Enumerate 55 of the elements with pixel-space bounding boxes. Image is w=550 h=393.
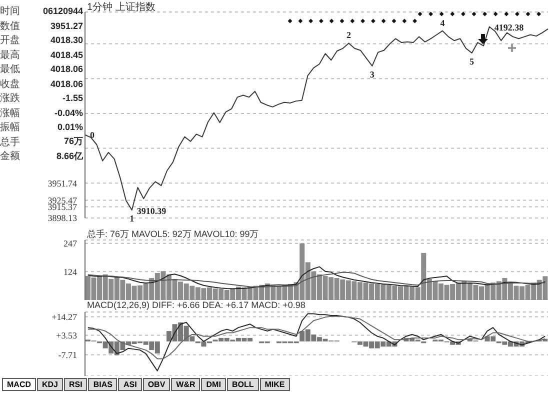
- text: OBV: [142, 378, 170, 391]
- text: 最高: [0, 48, 20, 62]
- text: MACD: [2, 378, 36, 391]
- text: 0.01%: [57, 122, 83, 132]
- text: BIAS: [88, 378, 118, 391]
- line-series: [87, 272, 546, 288]
- text: 时间: [0, 4, 20, 18]
- line-series: [87, 266, 546, 290]
- line-series: [87, 313, 546, 372]
- text: 涨跌: [0, 92, 20, 106]
- chart-title: MACD(12,26,9) DIFF: +6.66 DEA: +6.17 MACD: +0.98: [87, 300, 306, 310]
- text: 总手: [0, 136, 20, 149]
- chart-title: 总手: 76万 MAVOL5: 92万 MAVOL10: 99万: [87, 228, 259, 241]
- y-tick-label: -7.71: [58, 350, 77, 360]
- text: -1.55: [62, 93, 83, 104]
- text: 金额: [0, 150, 20, 164]
- text: 06120944: [42, 6, 83, 16]
- text: 开盘: [0, 34, 20, 48]
- text: BOLL: [226, 378, 259, 391]
- y-tick-label: 247: [64, 238, 78, 249]
- text: 数值: [0, 20, 20, 33]
- annotation: 3: [370, 69, 375, 80]
- annotation: 4: [440, 18, 446, 28]
- text: ASI: [118, 378, 142, 391]
- annotation: 1: [130, 213, 135, 224]
- y-tick-label: 3925.47: [48, 195, 78, 206]
- y-tick-label: +14.27: [52, 312, 78, 322]
- text: 4018.06: [50, 64, 83, 74]
- line-series: [87, 316, 546, 360]
- annotation: 0: [90, 130, 95, 140]
- text: DMI: [201, 378, 226, 391]
- text: 4018.06: [50, 78, 83, 89]
- text: KDJ: [37, 378, 64, 391]
- text: 收盘: [0, 78, 20, 91]
- text: 涨幅: [0, 106, 20, 120]
- y-tick-label: 3951.74: [48, 178, 78, 188]
- annotation: 2: [346, 30, 352, 40]
- text: -0.04%: [54, 108, 83, 118]
- y-tick-label: 3898.13: [48, 213, 78, 224]
- y-tick-label: 124: [64, 266, 78, 277]
- text: 振幅: [0, 121, 20, 134]
- y-tick-label: +3.53: [56, 330, 78, 340]
- text: MIKE: [260, 378, 290, 391]
- chart-title: 1分钟 上证指数: [87, 0, 156, 14]
- annotation: 5: [470, 56, 475, 66]
- text: 4018.30: [50, 35, 83, 46]
- text: 8.66亿: [56, 150, 83, 163]
- text: 76万: [64, 135, 83, 148]
- data-label: 3910.39: [136, 206, 167, 216]
- text: 3951.27: [50, 20, 83, 31]
- text: 4018.45: [50, 50, 83, 60]
- data-label: 4192.38: [494, 22, 524, 33]
- text: W&R: [171, 378, 200, 391]
- text: RSI: [64, 378, 88, 391]
- text: 最低: [0, 63, 20, 76]
